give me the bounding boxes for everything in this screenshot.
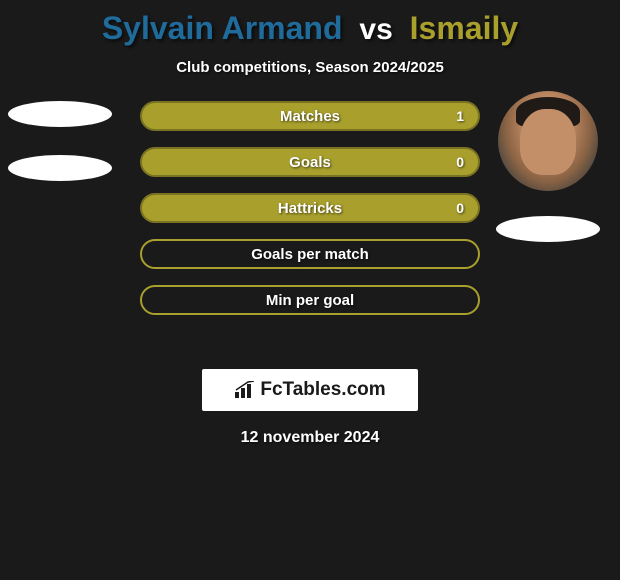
logo: FcTables.com (234, 379, 385, 401)
bar-label: Hattricks (278, 200, 342, 217)
left-ellipse-1 (8, 101, 112, 127)
bar-value: 1 (456, 108, 464, 124)
bar-label: Goals per match (251, 246, 369, 263)
bar-value: 0 (456, 154, 464, 170)
content-area: Matches 1 Goals 0 Hattricks 0 Goals per … (0, 101, 620, 351)
right-side (496, 91, 600, 242)
logo-box: FcTables.com (202, 369, 418, 411)
stat-bar-matches: Matches 1 (140, 101, 480, 131)
stat-bar-hattricks: Hattricks 0 (140, 193, 480, 223)
player1-name: Sylvain Armand (102, 10, 343, 46)
bar-label: Min per goal (266, 292, 354, 309)
chart-icon (234, 381, 256, 399)
stat-bar-goals-per-match: Goals per match (140, 239, 480, 269)
stat-bars: Matches 1 Goals 0 Hattricks 0 Goals per … (140, 101, 480, 315)
player2-name: Ismaily (410, 10, 519, 46)
right-ellipse (496, 216, 600, 242)
stat-bar-goals: Goals 0 (140, 147, 480, 177)
left-placeholders (8, 101, 112, 181)
bar-label: Goals (289, 154, 331, 171)
logo-text: FcTables.com (260, 379, 385, 401)
left-ellipse-2 (8, 155, 112, 181)
avatar-face (520, 109, 576, 175)
comparison-title: Sylvain Armand vs Ismaily (0, 0, 620, 47)
stat-bar-min-per-goal: Min per goal (140, 285, 480, 315)
bar-value: 0 (456, 200, 464, 216)
bar-label: Matches (280, 108, 340, 125)
player2-avatar (498, 91, 598, 191)
subtitle: Club competitions, Season 2024/2025 (0, 59, 620, 76)
date: 12 november 2024 (0, 429, 620, 447)
vs-text: vs (359, 13, 392, 46)
